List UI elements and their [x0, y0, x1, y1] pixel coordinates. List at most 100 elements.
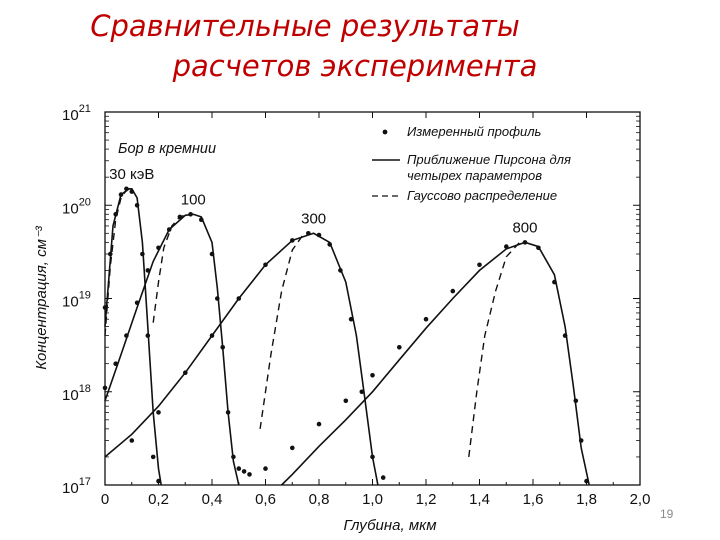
- measured-point: [140, 251, 145, 257]
- measured-point: [150, 454, 156, 460]
- y-tick-base: 10: [62, 107, 79, 124]
- measured-point: [129, 438, 135, 443]
- measured-point: [562, 333, 568, 338]
- pearson-curve: [104, 213, 240, 486]
- measured-point: [263, 262, 268, 268]
- measured-point: [578, 438, 584, 443]
- x-tick-label: 1,0: [362, 491, 383, 508]
- chart-title: Бор в кремнии: [118, 141, 216, 157]
- y-tick-label: 1020: [62, 196, 91, 217]
- y-tick-base: 10: [62, 200, 79, 217]
- measured-point: [573, 398, 579, 404]
- peak-label: 100: [181, 191, 206, 208]
- x-tick-label: 1,2: [416, 491, 437, 508]
- measured-point: [380, 475, 386, 480]
- pearson-curve: [281, 241, 590, 486]
- measured-point: [209, 333, 215, 338]
- measured-point: [327, 242, 333, 247]
- measured-point: [124, 186, 129, 192]
- measured-point: [156, 410, 161, 415]
- measured-point: [124, 333, 129, 338]
- x-tick-label: 0: [101, 491, 109, 508]
- y-tick-exponent: 19: [79, 290, 91, 302]
- x-tick-label: 2,0: [630, 491, 651, 508]
- x-tick-label: 1,6: [523, 491, 544, 508]
- measured-point: [134, 203, 140, 208]
- pearson-curve: [104, 188, 162, 486]
- measured-point: [102, 305, 108, 310]
- measured-point: [183, 370, 188, 376]
- y-tick-exponent: 17: [79, 476, 91, 488]
- measured-point: [134, 300, 140, 306]
- measured-point: [522, 240, 528, 245]
- y-tick-label: 1017: [62, 476, 91, 497]
- measured-point: [306, 231, 311, 236]
- legend-label-pearson: Приближение Пирсона для четырех параметр…: [407, 152, 575, 183]
- page-number: 19: [660, 507, 674, 521]
- y-tick-label: 1018: [62, 383, 91, 404]
- measured-point: [290, 238, 295, 243]
- y-tick-exponent: 18: [79, 383, 91, 395]
- measured-point: [348, 316, 354, 322]
- measured-point: [231, 454, 236, 460]
- measured-point: [236, 296, 242, 301]
- measured-point: [166, 227, 172, 232]
- measured-point: [118, 192, 124, 197]
- x-tick-label: 0,8: [309, 491, 330, 508]
- measured-point: [338, 268, 343, 273]
- measured-point: [215, 296, 220, 301]
- peak-label: 800: [512, 219, 537, 236]
- measured-point: [225, 410, 231, 415]
- peak-label: 300: [301, 210, 326, 227]
- x-tick-label: 1,8: [576, 491, 597, 508]
- y-tick-base: 10: [62, 480, 79, 497]
- y-tick-label: 1019: [62, 290, 91, 311]
- axis-ticks: 0 0,2 0,4 0,6 0,8 1,0 1,2 1,4 1,6 1,8 2,0101710181…: [62, 103, 650, 508]
- y-tick-label: 1021: [62, 103, 91, 124]
- measured-point: [290, 445, 295, 451]
- measured-point: [316, 421, 322, 427]
- measured-point: [209, 251, 215, 257]
- legend-label-measured: Измеренный профиль: [407, 124, 542, 139]
- legend-label-gaussian: Гауссово распределение: [407, 188, 557, 203]
- legend-label-pearson-line-1: Приближение Пирсона для: [407, 152, 571, 167]
- y-tick-base: 10: [62, 294, 79, 311]
- measured-point: [536, 245, 541, 251]
- peak-label: 30 кэВ: [109, 166, 154, 183]
- measured-point: [343, 398, 349, 404]
- y-tick-exponent: 21: [79, 103, 91, 115]
- measured-point: [552, 279, 557, 285]
- measured-point: [236, 466, 242, 471]
- legend-dot-marker: [382, 129, 388, 135]
- measured-point: [145, 333, 151, 338]
- measured-point: [113, 361, 118, 367]
- measured-point: [584, 478, 589, 484]
- y-axis-label: Концентрация, см⁻³: [33, 225, 50, 370]
- legend-label-pearson-line-2: четырех параметров: [407, 168, 542, 183]
- measured-point: [145, 268, 151, 273]
- measured-point: [102, 385, 108, 391]
- slide-title: Сравнительные результаты расчетов экспер…: [0, 6, 720, 86]
- measured-point: [108, 251, 113, 257]
- measured-point: [504, 244, 509, 249]
- y-tick-exponent: 20: [79, 196, 91, 208]
- measured-point: [220, 345, 225, 350]
- legend: Измеренный профиль Приближение Пирсона д…: [372, 124, 575, 203]
- y-axis-label-text: Концентрация, см⁻³: [33, 225, 50, 370]
- x-axis-label: Глубина, мкм: [344, 517, 437, 534]
- gaussian-curve: [259, 234, 304, 430]
- y-tick-base: 10: [62, 387, 79, 404]
- chart-curves: [102, 186, 590, 486]
- measured-point: [370, 454, 375, 460]
- measured-point: [397, 345, 402, 350]
- measured-point: [129, 189, 135, 194]
- x-tick-label: 1,4: [469, 491, 490, 508]
- x-tick-label: 0,6: [255, 491, 276, 508]
- slide-title-line-2: расчетов эксперимента: [172, 49, 538, 83]
- measured-point: [188, 212, 193, 217]
- measured-point: [423, 316, 429, 322]
- x-tick-label: 0,2: [148, 491, 169, 508]
- measured-point: [370, 373, 375, 378]
- measured-point: [359, 389, 365, 395]
